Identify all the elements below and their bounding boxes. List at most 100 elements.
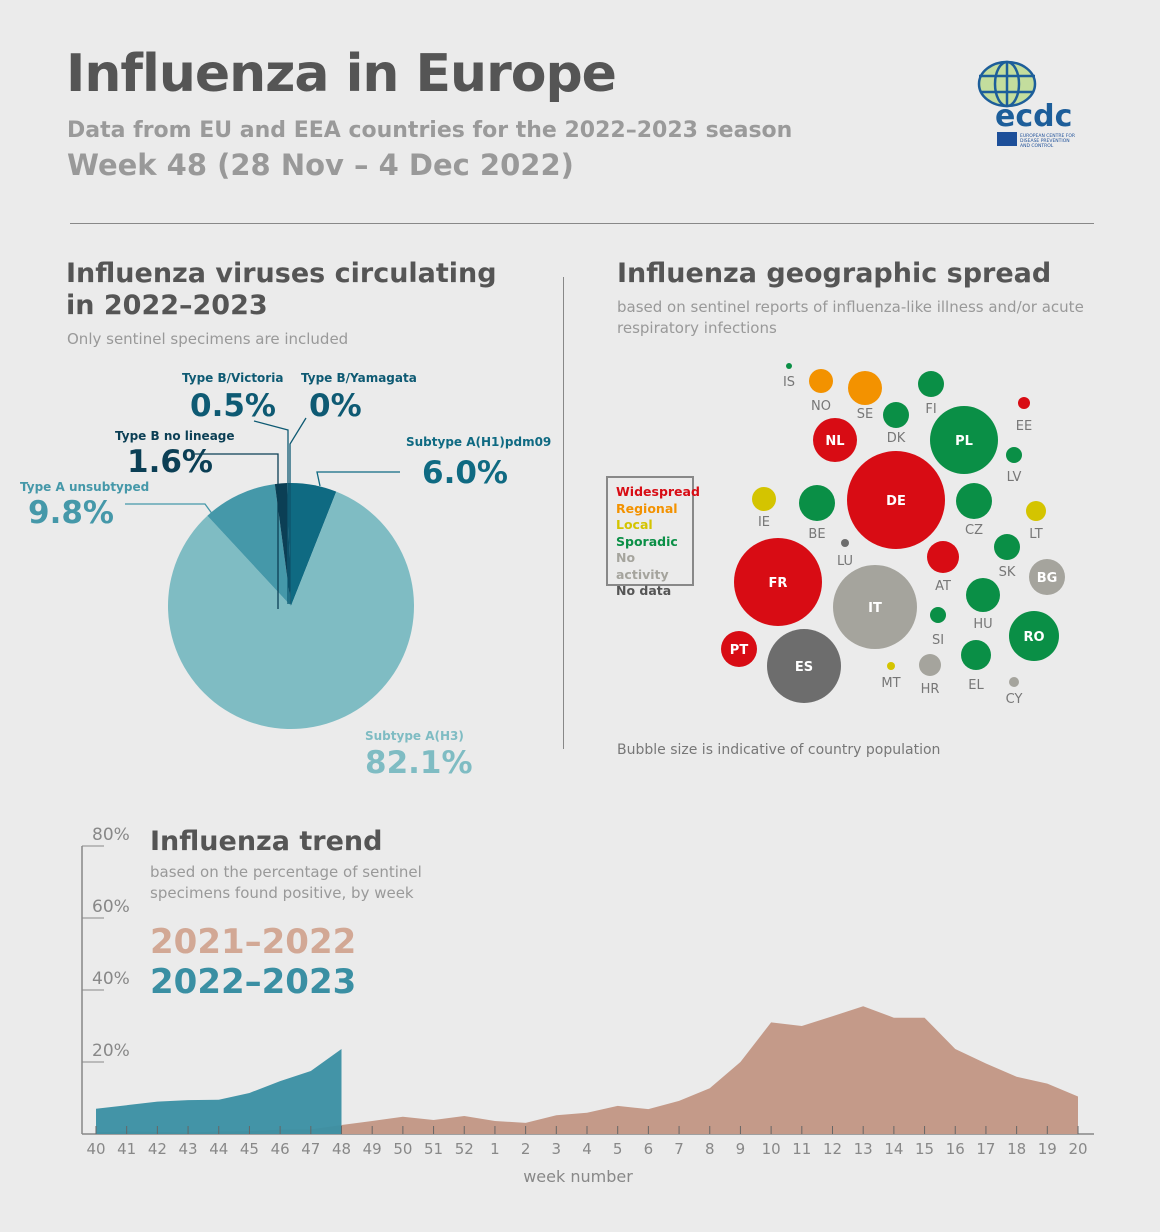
x-tick-label: 10 <box>762 1140 781 1158</box>
x-tick-label: 17 <box>976 1140 995 1158</box>
x-tick-label: 51 <box>424 1140 443 1158</box>
x-tick-label: 3 <box>552 1140 562 1158</box>
country-bubble <box>927 541 959 573</box>
week-label: Week 48 (28 Nov – 4 Dec 2022) <box>67 148 574 182</box>
country-bubble <box>966 578 1000 612</box>
x-tick-label: 20 <box>1068 1140 1087 1158</box>
country-label: EE <box>1016 419 1032 434</box>
pie-label: Type B/Yamagata <box>301 371 417 385</box>
ecdc-logo: ecdc EUROPEAN CENTRE FOR DISEASE PREVENT… <box>975 58 1085 150</box>
country-bubble <box>1026 501 1046 521</box>
country-label: FR <box>769 576 788 591</box>
x-tick-label: 1 <box>490 1140 500 1158</box>
country-bubble <box>813 418 857 462</box>
y-tick-label: 80% <box>92 825 130 845</box>
country-bubble <box>1009 611 1059 661</box>
x-tick-label: 7 <box>674 1140 684 1158</box>
svg-text:AND CONTROL: AND CONTROL <box>1020 143 1054 149</box>
x-tick-label: 6 <box>644 1140 654 1158</box>
country-label: ES <box>795 660 813 675</box>
country-bubble <box>930 406 998 474</box>
country-label: FI <box>925 402 936 417</box>
country-bubble <box>930 607 946 623</box>
pie-leader-line <box>125 503 214 516</box>
divider <box>563 277 564 749</box>
y-tick-label: 60% <box>92 897 130 917</box>
viruses-title-line2: in 2022–2023 <box>66 290 268 321</box>
country-bubble <box>847 451 945 549</box>
country-label: AT <box>935 579 951 594</box>
legend-2021-2022: 2021–2022 <box>150 922 357 962</box>
country-label: HU <box>973 617 992 632</box>
pie-value: 6.0% <box>422 455 508 491</box>
x-tick-label: 4 <box>582 1140 592 1158</box>
country-bubble <box>752 487 776 511</box>
country-bubble <box>994 534 1020 560</box>
x-tick-label: 13 <box>854 1140 873 1158</box>
x-tick-label: 47 <box>301 1140 320 1158</box>
x-tick-label: 14 <box>884 1140 903 1158</box>
svg-text:EUROPEAN CENTRE FOR: EUROPEAN CENTRE FOR <box>1020 133 1075 139</box>
trend-note-line2: specimens found positive, by week <box>150 884 414 902</box>
x-tick-label: 12 <box>823 1140 842 1158</box>
trend-chart: 20%40%60%80%40 41 42 43 44 45 46 47 48 49 50 51 52 1 2… <box>81 825 1094 1186</box>
divider <box>70 223 1094 224</box>
country-bubble <box>1009 677 1019 687</box>
country-label: NL <box>825 434 844 449</box>
country-label: MT <box>881 676 900 691</box>
y-tick-label: 20% <box>92 1041 130 1061</box>
x-tick-label: 44 <box>209 1140 228 1158</box>
trend-note-line1: based on the percentage of sentinel <box>150 863 422 881</box>
spread-legend: Widespread Regional Local Sporadic No activi… <box>606 476 700 598</box>
country-bubble <box>734 538 822 626</box>
country-label: LT <box>1029 527 1042 542</box>
globe-icon: ecdc EUROPEAN CENTRE FOR DISEASE PREVENT… <box>977 60 1075 149</box>
country-bubble <box>767 629 841 703</box>
pie-value: 82.1% <box>365 745 473 781</box>
bubble-footnote: Bubble size is indicative of country pop… <box>617 742 941 758</box>
x-tick-label: 52 <box>455 1140 474 1158</box>
legend-item: Regional <box>616 500 678 516</box>
x-tick-label: 42 <box>148 1140 167 1158</box>
pie-slice <box>167 491 414 729</box>
country-bubble <box>887 662 895 670</box>
country-label: DE <box>886 494 906 509</box>
x-tick-label: 49 <box>363 1140 382 1158</box>
x-tick-label: 43 <box>179 1140 198 1158</box>
legend-item: No data <box>616 583 672 598</box>
svg-text:ecdc: ecdc <box>995 99 1072 134</box>
x-tick-label: 50 <box>393 1140 412 1158</box>
viruses-note: Only sentinel specimens are included <box>67 330 349 348</box>
country-bubble <box>883 402 909 428</box>
spread-note: based on sentinel reports of influenza-l… <box>617 298 1084 337</box>
x-axis-label: week number <box>523 1167 633 1186</box>
x-tick-label: 48 <box>332 1140 351 1158</box>
country-label: BG <box>1037 571 1058 586</box>
pie-leader-line <box>195 453 279 609</box>
pie-slice <box>274 483 291 606</box>
country-label: IE <box>758 515 770 530</box>
x-tick-label: 41 <box>117 1140 136 1158</box>
country-bubble <box>809 369 833 393</box>
country-label: CY <box>1006 692 1023 707</box>
pie-label: Subtype A(H3) <box>365 729 464 743</box>
country-label: IS <box>783 375 795 390</box>
x-tick-label: 46 <box>271 1140 290 1158</box>
legend-item: No activity <box>616 550 669 582</box>
country-label: PT <box>730 643 749 658</box>
pie-leader-line <box>316 471 400 487</box>
pie-label: Type A unsubtyped <box>20 480 149 494</box>
y-tick-label: 40% <box>92 969 130 989</box>
country-label: SK <box>999 565 1016 580</box>
x-tick-label: 9 <box>736 1140 746 1158</box>
x-tick-label: 8 <box>705 1140 715 1158</box>
x-tick-label: 45 <box>240 1140 259 1158</box>
country-bubble <box>1029 559 1065 595</box>
country-bubble <box>799 485 835 521</box>
x-tick-label: 19 <box>1038 1140 1057 1158</box>
country-label: LU <box>837 554 853 569</box>
pie-value: 9.8% <box>28 495 114 531</box>
country-label: EL <box>968 678 984 693</box>
country-label: IT <box>868 601 882 616</box>
